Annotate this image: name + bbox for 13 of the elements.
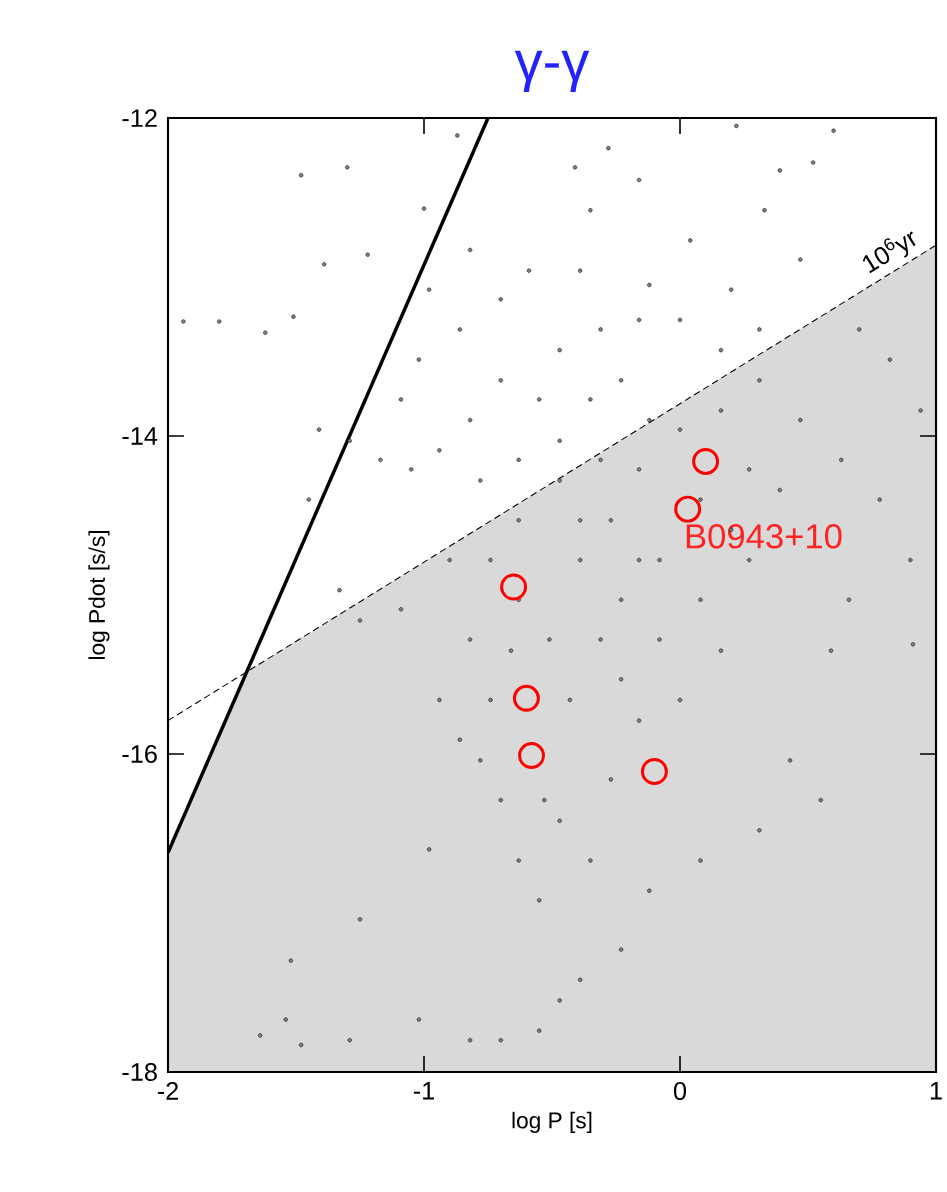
annotation: B0943+10 — [686, 524, 842, 549]
y-tick-label: -12 — [122, 109, 157, 127]
x-tick-label: -1 — [413, 1082, 435, 1100]
annotation: 10$^{6}$yr — [862, 231, 916, 274]
y-tick-label: -14 — [122, 427, 158, 445]
y-tick-label: -18 — [122, 1063, 157, 1081]
chart-title: γ-γ — [514, 50, 590, 92]
x-axis-title: log P [s] — [512, 1111, 592, 1133]
x-tick-label: 0 — [673, 1082, 687, 1100]
x-tick-label: 1 — [930, 1082, 942, 1100]
y-tick-label: -16 — [122, 745, 157, 763]
y-axis-title: log Pdot [s/s] — [88, 531, 110, 659]
x-tick-label: -2 — [157, 1082, 178, 1100]
